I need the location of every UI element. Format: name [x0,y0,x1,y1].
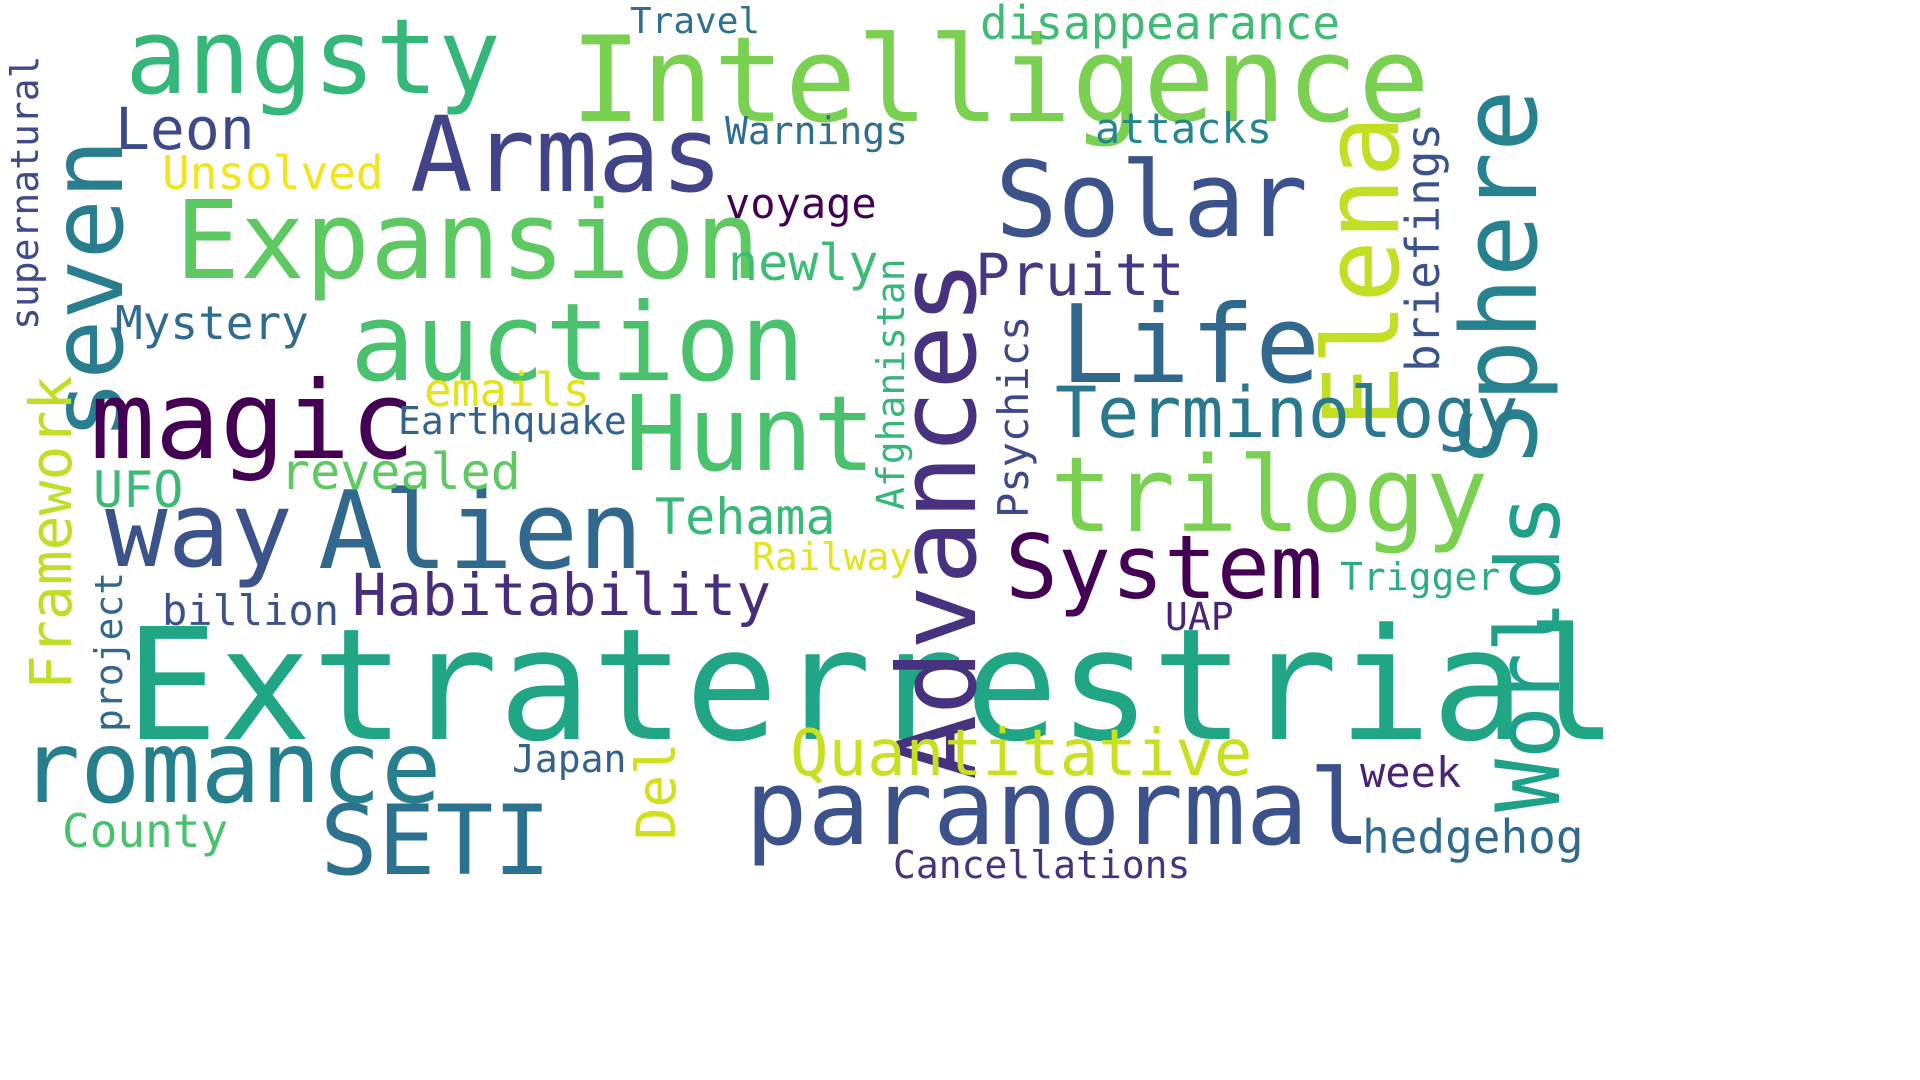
word-unsolved: Unsolved [162,146,384,200]
word-solar: Solar [995,139,1309,261]
word-romance: romance [20,709,442,826]
word-expansion: Expansion [175,179,761,304]
word-life: Life [1060,283,1321,408]
word-way: way [105,469,293,591]
word-cancellations: Cancellations [893,843,1191,887]
word-framework: Framework [17,375,85,690]
word-mystery: Mystery [115,296,309,350]
word-briefings: briefings [1396,122,1450,372]
word-billion: billion [162,586,340,635]
word-newly: newly [728,234,879,292]
word-uap: UAP [1165,595,1234,639]
word-trigger: Trigger [1340,555,1501,599]
word-intelligence: Intelligence [570,12,1430,150]
word-armas: Armas [410,94,724,216]
word-japan: Japan [512,737,627,781]
word-supernatural: supernatural [3,55,47,330]
word-del: Del [625,742,688,840]
word-revealed: revealed [280,443,521,501]
word-warnings: Warnings [725,109,909,153]
word-disappearance: disappearance [980,0,1341,50]
word-attacks: attacks [1095,104,1273,153]
word-quantitative: Quantitative [790,717,1253,791]
word-magic: magic [90,359,416,484]
word-project: project [87,571,131,732]
word-auction: auction [350,281,806,406]
word-earthquake: Earthquake [398,399,627,443]
word-voyage: voyage [725,179,877,228]
word-county: County [62,804,229,858]
word-hedgehog: hedgehog [1362,810,1584,864]
word-railway: Railway [752,535,913,579]
word-hunt: Hunt [625,373,876,495]
word-system: System [1005,516,1323,619]
word-tehama: Tehama [655,488,836,546]
word-seti: SETI [320,785,552,897]
word-terminology: Terminology [1055,372,1519,454]
word-habitability: Habitability [352,561,772,629]
word-paranormal: paranormal [745,747,1372,869]
word-week: week [1360,748,1462,797]
word-travel: Travel [630,1,761,42]
word-emails: emails [424,363,591,417]
word-alien: Alien [318,469,644,594]
word-afghanistan: Afghanistan [869,258,913,510]
word-leon: Leon [115,95,255,163]
word-extraterrestrial: Extraterrestrial [125,595,1619,776]
word-angsty: angsty [125,0,501,118]
word-trilogy: trilogy [1050,434,1489,556]
word-ufo: UFO [93,461,184,519]
word-worlds: Worlds [1477,494,1580,812]
word-pruitt: Pruitt [975,241,1185,309]
word-psychics: Psychics [989,315,1038,518]
